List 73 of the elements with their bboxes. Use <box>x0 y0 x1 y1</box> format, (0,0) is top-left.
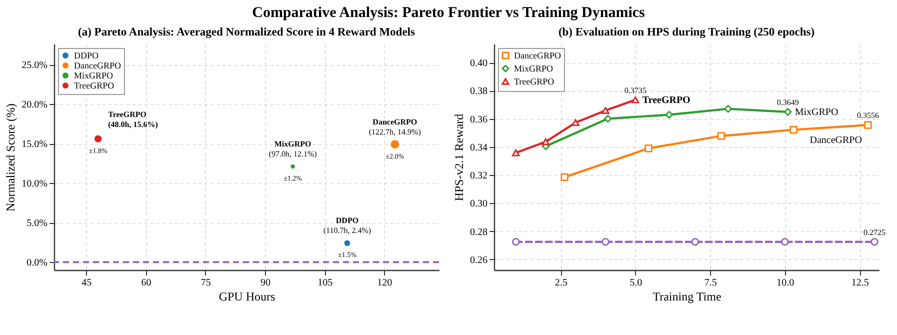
x-tick-label: 45 <box>82 278 92 288</box>
point <box>691 238 700 246</box>
x-tick-label: 2.5 <box>554 278 568 288</box>
y-axis-title: HPS-v2.1 Reward <box>452 114 466 202</box>
data-label: (97.0h, 12.1%) <box>268 149 318 158</box>
point <box>780 238 789 246</box>
x-tick-label: 12.5 <box>851 278 869 288</box>
text: TreeGRPO <box>642 94 690 106</box>
x-tick-label: 75 <box>200 278 211 288</box>
y-tick-label: 0.38 <box>470 86 488 98</box>
y-tick-label: 0.26 <box>470 254 488 266</box>
y-tick-label: 0.36 <box>470 114 488 126</box>
text: Comparative Analysis: Pareto Frontier vs Training Dynamics <box>251 4 646 23</box>
point <box>790 126 798 134</box>
point <box>724 104 732 113</box>
point <box>632 96 640 104</box>
data-label: 0.3556 <box>856 111 879 120</box>
point <box>784 108 792 116</box>
y-tick-label: 10.0% <box>22 178 48 190</box>
x-tick-label: 105 <box>318 278 333 288</box>
chart-title: (b) Evaluation on HPS during Training (250 epochs) <box>558 26 815 38</box>
point <box>512 238 520 246</box>
y-tick-label: 25.0% <box>22 60 48 72</box>
legend-label: MixGRPO <box>514 64 554 74</box>
y-tick-label: 0.32 <box>470 170 488 182</box>
data-label: (110.7h, 2.4%) <box>323 226 372 236</box>
x-tick-label: 90 <box>260 278 270 288</box>
x-axis-title: GPU Hours <box>218 290 276 304</box>
point <box>542 138 550 146</box>
x-tick-label: 120 <box>377 278 392 288</box>
y-tick-label: 5.0% <box>26 218 48 230</box>
point <box>604 114 612 123</box>
y-tick-label: 0.34 <box>470 142 488 154</box>
x-tick-label: 7.5 <box>704 278 717 288</box>
x-tick-label: 5.0 <box>630 278 642 288</box>
point <box>870 238 878 246</box>
x-axis-title: Training Time <box>652 290 722 304</box>
data-label: (48.0h, 15.6%) <box>108 120 158 129</box>
point <box>717 132 726 140</box>
point <box>560 173 568 182</box>
point <box>665 110 674 119</box>
data-label: 0.3649 <box>776 98 799 107</box>
data-label: (122.7h, 14.9%) <box>368 127 422 136</box>
data-label: 0.2725 <box>864 228 886 237</box>
text: DDPO <box>336 216 359 226</box>
data-label: 0.3735 <box>624 86 646 95</box>
text: TreeGRPO <box>108 110 146 119</box>
text: MixGRPO <box>274 139 312 148</box>
y-tick-label: 20.0% <box>22 100 48 111</box>
text: DanceGRPO <box>372 117 418 126</box>
point <box>864 121 872 129</box>
legend-label: TreeGRPO <box>514 76 555 86</box>
x-tick-label: 60 <box>141 278 152 288</box>
y-axis-title: Normalized Score (%) <box>4 104 18 212</box>
y-tick-label: 0.40 <box>470 58 488 70</box>
y-tick-label: 0.0% <box>26 258 48 269</box>
y-tick-label: 15.0% <box>22 139 48 150</box>
point <box>602 238 610 246</box>
text: MixGRPO <box>794 106 838 118</box>
text: DanceGRPO <box>810 135 862 146</box>
legend-label: MixGRPO <box>74 70 114 80</box>
y-tick-label: 0.30 <box>470 198 488 210</box>
point <box>572 119 580 126</box>
y-tick-label: 0.28 <box>470 226 488 238</box>
x-tick-label: 10.0 <box>776 278 794 288</box>
legend-label: DanceGRPO <box>514 50 562 60</box>
point <box>644 144 652 152</box>
legend-label: TreeGRPO <box>74 80 115 90</box>
point <box>512 149 520 156</box>
chart-title: (a) Pareto Analysis: Averaged Normalized Score in 4 Reward Models <box>78 26 416 38</box>
legend-label: DDPO <box>74 50 100 60</box>
legend-label: DanceGRPO <box>74 60 122 70</box>
point <box>602 107 610 114</box>
